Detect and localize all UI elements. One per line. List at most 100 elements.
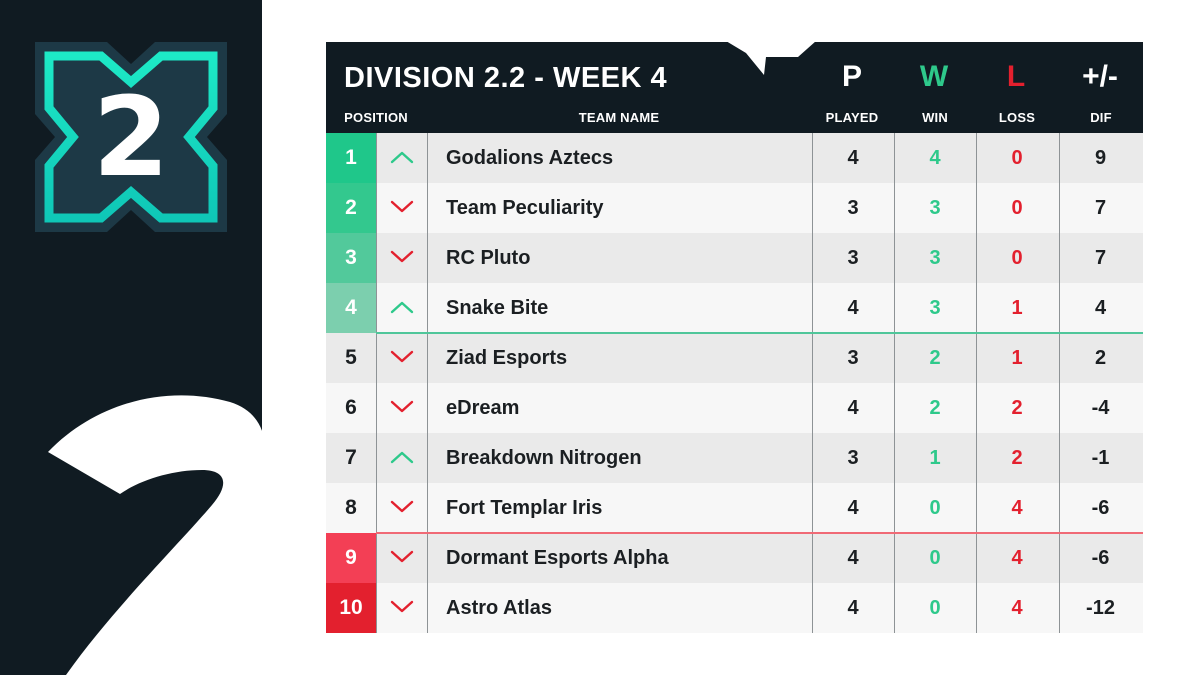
trend-cell — [376, 383, 427, 433]
chevron-down-icon — [390, 197, 414, 220]
loss-cell: 4 — [1011, 546, 1023, 569]
header-notch — [726, 41, 816, 75]
position-label: POSITION — [344, 110, 408, 125]
loss-cell: 4 — [1011, 596, 1023, 619]
dif-cell: -6 — [1091, 496, 1110, 519]
dif-cell: -6 — [1091, 546, 1110, 569]
dif-cell: -12 — [1086, 596, 1115, 619]
played-cell: 4 — [847, 496, 859, 519]
trend-cell — [376, 133, 427, 183]
division-badge-icon — [35, 42, 227, 232]
win-cell: 0 — [929, 546, 941, 569]
win-label: WIN — [922, 110, 948, 125]
played-cell: 4 — [847, 396, 859, 419]
position-cell: 6 — [345, 396, 357, 419]
position-cell: 7 — [345, 446, 357, 469]
team-name: Team Peculiarity — [446, 196, 604, 219]
trend-cell — [376, 283, 427, 333]
column-divider — [976, 133, 977, 633]
dif-cell: 9 — [1094, 146, 1107, 169]
win-cell: 1 — [929, 446, 941, 469]
column-divider — [427, 133, 428, 633]
large-two-graphic — [48, 395, 262, 675]
loss-cell: 1 — [1011, 296, 1023, 319]
loss-symbol: L — [1006, 60, 1026, 93]
column-divider — [1059, 133, 1060, 633]
played-cell: 4 — [847, 296, 859, 319]
played-cell: 3 — [847, 196, 859, 219]
table-row: 7 Breakdown Nitrogen 3 1 2 -1 — [326, 433, 1143, 483]
dif-cell: -4 — [1091, 396, 1110, 419]
position-cell: 8 — [345, 496, 357, 519]
win-cell: 2 — [929, 346, 941, 369]
win-cell: 0 — [929, 596, 941, 619]
win-cell: 3 — [929, 246, 941, 269]
position-cell: 2 — [326, 183, 376, 233]
dif-cell: 7 — [1094, 246, 1107, 269]
division-number: 2 — [92, 73, 170, 201]
relegation-divider — [376, 532, 1143, 534]
position-cell: 4 — [326, 283, 376, 333]
table-header: DIVISION 2.2 - WEEK 4 P W L +/- POSITION… — [326, 41, 1143, 133]
team-name: Astro Atlas — [446, 596, 552, 619]
loss-cell: 2 — [1011, 396, 1023, 419]
team-name: Dormant Esports Alpha — [446, 546, 669, 569]
dif-cell: 4 — [1094, 296, 1107, 319]
played-cell: 3 — [847, 446, 859, 469]
chevron-down-icon — [390, 247, 414, 270]
left-panel: 2 — [0, 0, 262, 675]
win-cell: 2 — [929, 396, 941, 419]
trend-cell — [376, 233, 427, 283]
chevron-up-icon — [390, 447, 414, 470]
chevron-up-icon — [390, 147, 414, 170]
team-name: Breakdown Nitrogen — [446, 446, 642, 469]
position-cell: 3 — [326, 233, 376, 283]
played-symbol: P — [841, 60, 862, 93]
loss-cell: 1 — [1011, 346, 1023, 369]
chevron-down-icon — [390, 597, 414, 620]
trend-cell — [376, 533, 427, 583]
loss-cell: 4 — [1011, 496, 1023, 519]
played-cell: 3 — [847, 346, 859, 369]
column-divider — [376, 133, 377, 633]
win-cell: 4 — [929, 146, 941, 169]
trend-cell — [376, 583, 427, 633]
position-cell: 1 — [326, 133, 376, 183]
dif-label: DIF — [1090, 110, 1112, 125]
chevron-down-icon — [390, 347, 414, 370]
dif-cell: 7 — [1094, 196, 1107, 219]
table-row: 3 RC Pluto 3 3 0 7 — [326, 233, 1143, 283]
column-divider — [812, 133, 813, 633]
team-name: Ziad Esports — [446, 346, 568, 369]
played-cell: 4 — [847, 596, 859, 619]
dif-cell: 2 — [1094, 346, 1107, 369]
win-cell: 3 — [929, 196, 941, 219]
loss-cell: 0 — [1011, 146, 1023, 169]
column-divider — [894, 133, 895, 633]
team-name: Godalions Aztecs — [446, 146, 614, 169]
standings-table: DIVISION 2.2 - WEEK 4 P W L +/- POSITION… — [326, 41, 1143, 633]
team-name-label: TEAM NAME — [578, 110, 660, 125]
position-cell: 5 — [345, 346, 357, 369]
played-cell: 3 — [847, 246, 859, 269]
team-name: eDream — [446, 396, 520, 419]
table-row: 8 Fort Templar Iris 4 0 4 -6 — [326, 483, 1143, 533]
page-title: DIVISION 2.2 - WEEK 4 — [344, 62, 668, 94]
chevron-down-icon — [390, 547, 414, 570]
chevron-down-icon — [390, 497, 414, 520]
promotion-divider — [376, 332, 1143, 334]
dif-symbol: +/- — [1082, 60, 1118, 93]
chevron-down-icon — [390, 397, 414, 420]
team-name: RC Pluto — [446, 246, 531, 269]
table-body: 1 Godalions Aztecs 4 4 0 9 2 Team Peculi… — [326, 133, 1143, 633]
chevron-up-icon — [390, 297, 414, 320]
played-label: PLAYED — [825, 110, 879, 125]
position-cell: 10 — [326, 583, 376, 633]
table-row: 9 Dormant Esports Alpha 4 0 4 -6 — [326, 533, 1143, 583]
table-row: 1 Godalions Aztecs 4 4 0 9 — [326, 133, 1143, 183]
loss-cell: 0 — [1011, 196, 1023, 219]
table-row: 4 Snake Bite 4 3 1 4 — [326, 283, 1143, 333]
position-cell: 9 — [326, 533, 376, 583]
win-cell: 0 — [929, 496, 941, 519]
trend-cell — [376, 183, 427, 233]
